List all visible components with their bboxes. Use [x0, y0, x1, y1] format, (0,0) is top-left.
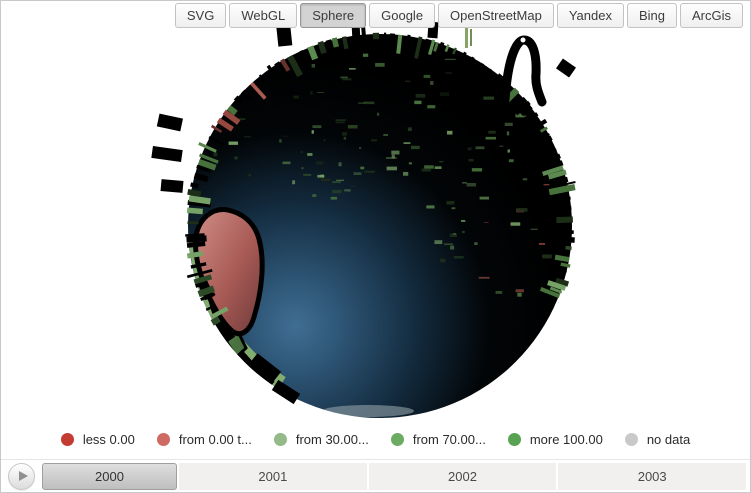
- legend-swatch-icon: [624, 432, 638, 446]
- legend-swatch-icon: [156, 432, 170, 446]
- legend-swatch-icon: [273, 432, 287, 446]
- timeline-year-2000[interactable]: 2000: [42, 462, 177, 490]
- map-type-toolbar: SVG WebGL Sphere Google OpenStreetMap Yandex B…: [174, 3, 743, 28]
- legend-label: no data: [646, 431, 691, 447]
- timeline-year-2001[interactable]: 2001: [179, 462, 367, 490]
- legend-item[interactable]: from 30.00...: [273, 431, 369, 447]
- arch-highlight: [520, 37, 526, 43]
- toolbar-button-google[interactable]: Google: [369, 3, 436, 28]
- legend-item[interactable]: no data: [624, 431, 691, 447]
- toolbar-button-yandex[interactable]: Yandex: [556, 3, 624, 28]
- legend-swatch-icon: [390, 432, 404, 446]
- legend-label: less 0.00: [82, 431, 135, 447]
- globe-sphere: [188, 34, 572, 418]
- toolbar-button-sphere[interactable]: Sphere: [300, 3, 367, 28]
- toolbar-button-svg[interactable]: SVG: [174, 3, 227, 28]
- legend-label: from 70.00...: [412, 431, 486, 447]
- timeline-track[interactable]: 2000 2001 2002 2003: [42, 462, 747, 490]
- toolbar-button-arcgis[interactable]: ArcGis: [680, 3, 743, 28]
- arch-column: [500, 35, 547, 107]
- timeline-year-2003[interactable]: 2003: [558, 462, 747, 490]
- rim-columns: [185, 27, 576, 326]
- legend: less 0.00 from 0.00 t... from 30.00... from…: [0, 429, 751, 449]
- legend-swatch-icon: [60, 432, 74, 446]
- legend-label: from 0.00 t...: [178, 431, 252, 447]
- play-button[interactable]: [8, 462, 35, 490]
- timeline: 2000 2001 2002 2003: [1, 459, 750, 492]
- play-icon: [18, 471, 28, 481]
- legend-swatch-icon: [507, 432, 521, 446]
- toolbar-button-openstreetmap[interactable]: OpenStreetMap: [438, 3, 554, 28]
- timeline-year-2002[interactable]: 2002: [368, 462, 557, 490]
- legend-label: from 30.00...: [295, 431, 369, 447]
- legend-item[interactable]: from 70.00...: [390, 431, 486, 447]
- toolbar-button-webgl[interactable]: WebGL: [229, 3, 298, 28]
- legend-label: more 100.00: [529, 431, 603, 447]
- legend-item[interactable]: less 0.00: [60, 431, 135, 447]
- toolbar-button-bing[interactable]: Bing: [626, 3, 677, 28]
- legend-item[interactable]: from 0.00 t...: [156, 431, 252, 447]
- legend-item[interactable]: more 100.00: [507, 431, 603, 447]
- column-speckles: [213, 53, 552, 297]
- globe-bottom-highlight: [322, 405, 414, 417]
- protruding-columns: [151, 19, 576, 405]
- needle-column: [465, 26, 468, 48]
- needle-column: [470, 29, 472, 46]
